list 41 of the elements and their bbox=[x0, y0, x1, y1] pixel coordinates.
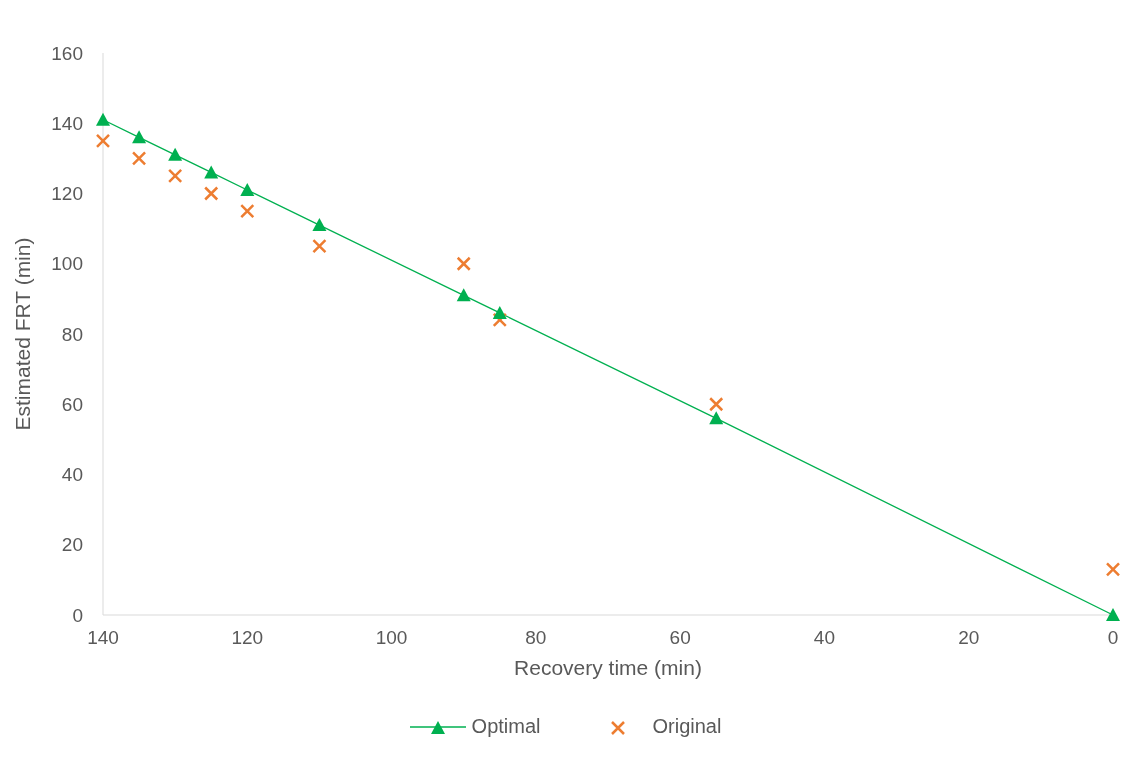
point bbox=[312, 238, 327, 254]
x-tick-label: 40 bbox=[813, 627, 835, 649]
x-tick-label: 140 bbox=[87, 627, 119, 649]
y-tick-label: 140 bbox=[51, 113, 83, 134]
point bbox=[240, 182, 255, 196]
legend-label: Optimal bbox=[471, 715, 541, 738]
point bbox=[96, 112, 110, 126]
x-tick-label: 100 bbox=[375, 627, 408, 649]
point bbox=[492, 305, 507, 319]
y-tick-label: 80 bbox=[61, 323, 83, 345]
point bbox=[492, 312, 508, 328]
legend-label: Original bbox=[652, 715, 722, 738]
y-tick-label: 40 bbox=[61, 464, 83, 486]
x-tick-label: 120 bbox=[231, 627, 264, 649]
point bbox=[240, 203, 255, 219]
y-axis-title: Estimated FRT (min) bbox=[11, 237, 35, 431]
y-tick-label: 0 bbox=[72, 604, 83, 626]
y-tick-label: 60 bbox=[61, 393, 83, 415]
point bbox=[312, 218, 327, 232]
x-axis-title: Recovery time (min) bbox=[514, 656, 702, 679]
x-tick-label: 60 bbox=[669, 627, 691, 649]
y-tick-label: 160 bbox=[51, 42, 83, 64]
point bbox=[456, 256, 471, 271]
point bbox=[204, 165, 219, 179]
point bbox=[456, 288, 471, 302]
point bbox=[95, 133, 111, 149]
point bbox=[132, 130, 147, 144]
point bbox=[709, 411, 724, 425]
x-tick-label: 0 bbox=[1107, 627, 1119, 649]
point bbox=[168, 147, 183, 161]
point bbox=[1106, 608, 1120, 621]
point bbox=[203, 186, 219, 201]
point bbox=[1105, 562, 1121, 577]
point bbox=[167, 168, 183, 184]
point bbox=[708, 397, 724, 412]
point bbox=[131, 151, 147, 166]
y-tick-label: 100 bbox=[51, 253, 83, 275]
x-tick-label: 20 bbox=[958, 627, 980, 649]
y-tick-label: 20 bbox=[61, 534, 83, 556]
x-tick-label: 80 bbox=[525, 627, 547, 649]
y-tick-label: 120 bbox=[51, 183, 83, 205]
